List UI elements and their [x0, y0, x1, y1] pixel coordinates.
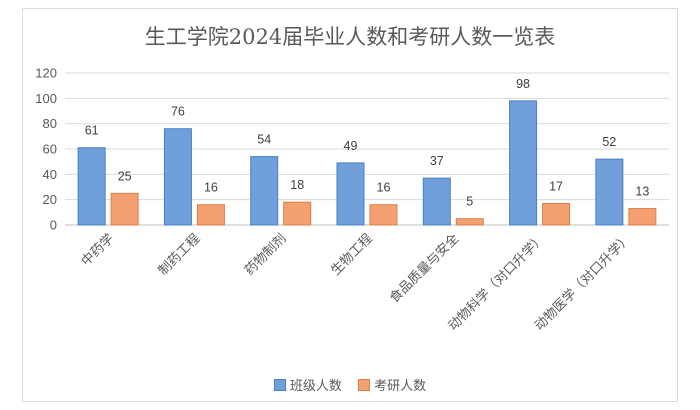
legend-swatch-series-1	[273, 378, 286, 391]
data-label: 16	[377, 181, 391, 195]
legend-item-series-2: 考研人数	[358, 375, 426, 394]
x-tick-label: 食品质量与安全	[386, 231, 462, 307]
data-label: 37	[430, 154, 444, 168]
y-tick-label: 40	[43, 167, 57, 182]
bar	[163, 128, 192, 226]
data-label: 16	[204, 181, 218, 195]
y-tick-label: 100	[35, 91, 57, 106]
data-label: 49	[344, 139, 358, 153]
x-tick-label: 动物医学（对口升学）	[531, 231, 634, 334]
data-label: 54	[257, 133, 271, 147]
legend-swatch-series-2	[358, 378, 371, 391]
data-label: 52	[602, 135, 616, 149]
bar	[250, 156, 279, 226]
x-tick-label: 生物工程	[328, 231, 375, 278]
legend: 班级人数 考研人数	[23, 375, 677, 395]
x-tick-label: 动物科学（对口升学）	[445, 231, 548, 334]
y-tick-label: 80	[43, 116, 57, 131]
legend-label-series-1: 班级人数	[289, 379, 342, 394]
data-label: 13	[635, 185, 649, 199]
bar	[196, 204, 225, 226]
bar	[422, 177, 451, 226]
x-tick-label: 制药工程	[156, 231, 203, 278]
bar	[77, 147, 106, 226]
bar	[110, 192, 139, 226]
data-label: 5	[466, 195, 473, 209]
y-tick-label: 120	[35, 66, 57, 81]
bar	[369, 204, 398, 226]
legend-label-series-2: 考研人数	[374, 379, 427, 394]
bar	[542, 202, 571, 226]
y-tick-label: 20	[43, 192, 57, 207]
data-label: 76	[171, 105, 185, 119]
bar	[628, 208, 657, 226]
y-tick-label: 0	[50, 218, 57, 233]
chart-title: 生工学院2024届毕业人数和考研人数一览表	[144, 25, 556, 49]
chart-frame: 生工学院2024届毕业人数和考研人数一览表 0 20 40 60 80 100 120 61 2…	[22, 8, 678, 402]
bar	[509, 100, 538, 226]
data-label: 18	[290, 178, 304, 192]
bar	[455, 218, 484, 226]
data-label: 17	[549, 179, 563, 193]
bar-chart: 0 20 40 60 80 100 120 61 25 中药学 76 16 制药工程 54 18 药物制剂 49…	[35, 66, 669, 334]
bar	[595, 158, 624, 226]
data-label: 25	[118, 169, 132, 183]
x-tick-label: 药物制剂	[242, 231, 289, 278]
data-label: 98	[516, 77, 530, 91]
legend-item-series-1: 班级人数	[273, 375, 342, 394]
y-tick-label: 60	[43, 142, 57, 157]
bar	[283, 201, 312, 226]
bar	[336, 162, 365, 226]
x-tick-label: 中药学	[78, 231, 117, 270]
data-label: 61	[85, 124, 99, 138]
